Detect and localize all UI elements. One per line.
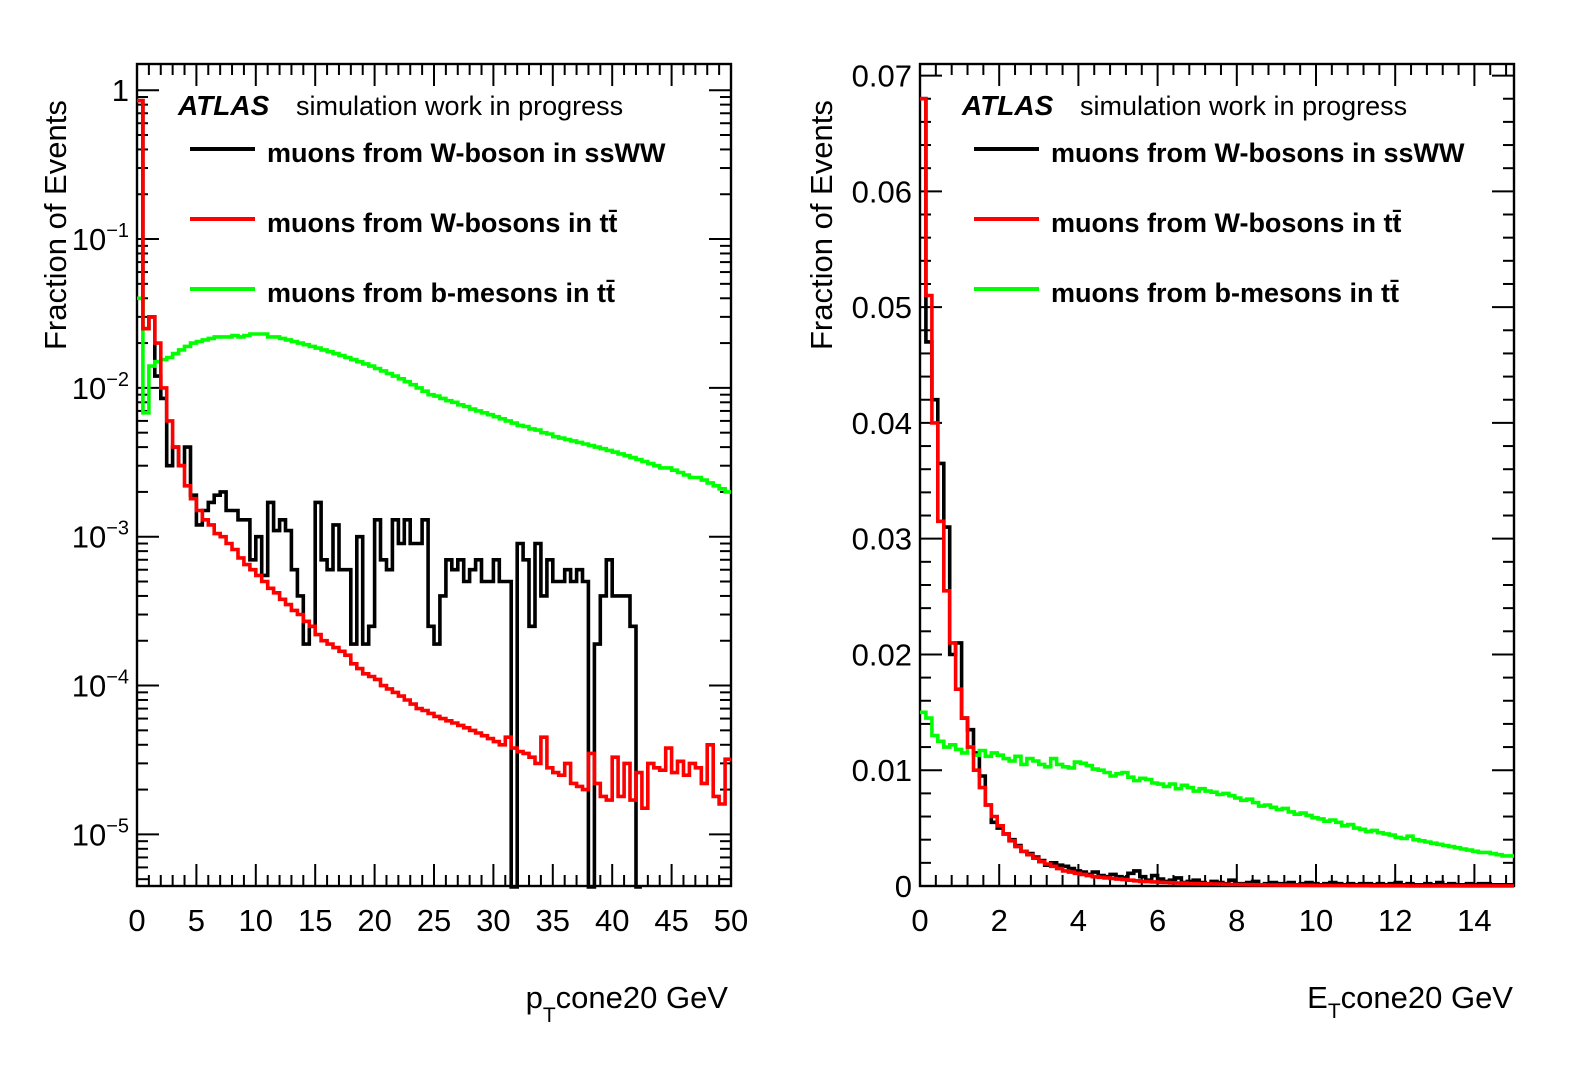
- right-y-axis-label: Fraction of Events: [804, 100, 839, 350]
- right-atlas-label: ATLAS: [961, 90, 1054, 121]
- right-series: [920, 96, 1514, 888]
- y-tick-base: 10: [72, 520, 106, 555]
- y-tick-exponent: −5: [106, 815, 129, 837]
- left-legend: muons from W-boson in ssWW muons from W-…: [190, 138, 666, 308]
- x-tick-label: 8: [1228, 903, 1245, 938]
- right-x-tick-labels: 0 2 4 6 8 10 12 14: [911, 903, 1491, 938]
- left-legend-label-ssww: muons from W-boson in ssWW: [267, 138, 666, 168]
- y-tick-base: 10: [72, 222, 106, 257]
- series-2-histogram: [137, 296, 731, 494]
- left-plot-frame: [135, 62, 733, 888]
- x-tick-label: 15: [298, 903, 332, 938]
- y-tick-label: 0.07: [852, 59, 912, 94]
- x-tick-label: 50: [714, 903, 748, 938]
- left-legend-label-ttbar-w: muons from W-bosons in tt̄: [267, 208, 618, 238]
- y-tick-exponent: −3: [106, 518, 129, 540]
- x-tick-label: 12: [1378, 903, 1412, 938]
- x-tick-label: 10: [1299, 903, 1333, 938]
- y-tick-exponent: −4: [106, 667, 129, 689]
- left-series: [137, 98, 731, 889]
- x-tick-label: 14: [1457, 903, 1491, 938]
- right-y-tick-labels: 0 0.01 0.02 0.03 0.04 0.05 0.06 0.07: [852, 59, 912, 904]
- y-tick-label: 1: [112, 73, 129, 108]
- left-x-label-sub: T: [543, 1004, 556, 1027]
- right-legend-label-ssww: muons from W-bosons in ssWW: [1051, 138, 1465, 168]
- series-1-histogram: [920, 96, 1514, 888]
- x-tick-label: 6: [1149, 903, 1166, 938]
- left-panel: 0 5 10 15 20 25 30 35 40 45 50 110−110−210−310−410…: [38, 62, 748, 1027]
- left-atlas-label: ATLAS: [177, 90, 270, 121]
- left-y-tick-labels: 110−110−210−310−410−5: [72, 73, 129, 852]
- right-legend-label-ttbar-b: muons from b-mesons in tt̄: [1051, 278, 1399, 308]
- right-x-label-rest: cone20 GeV: [1341, 980, 1514, 1015]
- x-tick-label: 4: [1070, 903, 1087, 938]
- x-tick-label: 0: [128, 903, 145, 938]
- y-tick-base: 10: [72, 817, 106, 852]
- left-x-axis-label: pTcone20 GeV: [526, 980, 729, 1027]
- right-panel: 0 2 4 6 8 10 12 14 0 0.01 0.02 0.03 0.04 0.05 0.06 0.0…: [804, 59, 1516, 1023]
- x-tick-label: 40: [595, 903, 629, 938]
- x-tick-label: 5: [188, 903, 205, 938]
- left-ticks: [136, 64, 732, 886]
- series-0-histogram: [137, 98, 642, 889]
- x-tick-label: 20: [357, 903, 391, 938]
- y-tick-label: 0.05: [852, 290, 912, 325]
- right-atlas-text: simulation work in progress: [1080, 91, 1407, 121]
- x-tick-label: 0: [911, 903, 928, 938]
- y-tick-base: 10: [72, 669, 106, 704]
- y-tick-base: 1: [112, 73, 129, 108]
- x-tick-label: 30: [476, 903, 510, 938]
- y-tick-exponent: −2: [106, 369, 129, 391]
- right-legend-label-ttbar-w: muons from W-bosons in tt̄: [1051, 208, 1402, 238]
- x-tick-label: 25: [417, 903, 451, 938]
- x-tick-label: 10: [239, 903, 273, 938]
- left-x-tick-labels: 0 5 10 15 20 25 30 35 40 45 50: [128, 903, 748, 938]
- y-tick-base: 10: [72, 371, 106, 406]
- y-tick-label: 10−2: [72, 369, 129, 406]
- y-tick-label: 10−5: [72, 815, 129, 852]
- y-tick-label: 0: [895, 869, 912, 904]
- right-legend: muons from W-bosons in ssWW muons from W…: [974, 138, 1465, 308]
- y-tick-label: 10−1: [72, 220, 129, 257]
- y-tick-label: 0.06: [852, 174, 912, 209]
- left-legend-label-ttbar-b: muons from b-mesons in tt̄: [267, 278, 615, 308]
- series-1-histogram: [137, 98, 731, 810]
- y-tick-label: 0.03: [852, 522, 912, 557]
- y-tick-label: 0.02: [852, 637, 912, 672]
- right-plot-frame: [918, 62, 1516, 888]
- left-atlas-text: simulation work in progress: [296, 91, 623, 121]
- y-tick-label: 10−4: [72, 667, 129, 704]
- y-tick-label: 0.04: [852, 406, 912, 441]
- x-tick-label: 45: [654, 903, 688, 938]
- left-y-axis-label: Fraction of Events: [38, 100, 73, 350]
- series-2-histogram: [920, 710, 1514, 858]
- right-x-label-e: E: [1307, 980, 1328, 1015]
- right-x-label-sub: T: [1328, 1000, 1341, 1023]
- right-x-axis-label: ETcone20 GeV: [1307, 980, 1513, 1023]
- left-x-label-rest: cone20 GeV: [556, 980, 729, 1015]
- x-tick-label: 35: [536, 903, 570, 938]
- y-tick-label: 10−3: [72, 518, 129, 555]
- y-tick-exponent: −1: [106, 220, 129, 242]
- x-tick-label: 2: [991, 903, 1008, 938]
- y-tick-label: 0.01: [852, 753, 912, 788]
- left-x-label-p: p: [526, 980, 543, 1015]
